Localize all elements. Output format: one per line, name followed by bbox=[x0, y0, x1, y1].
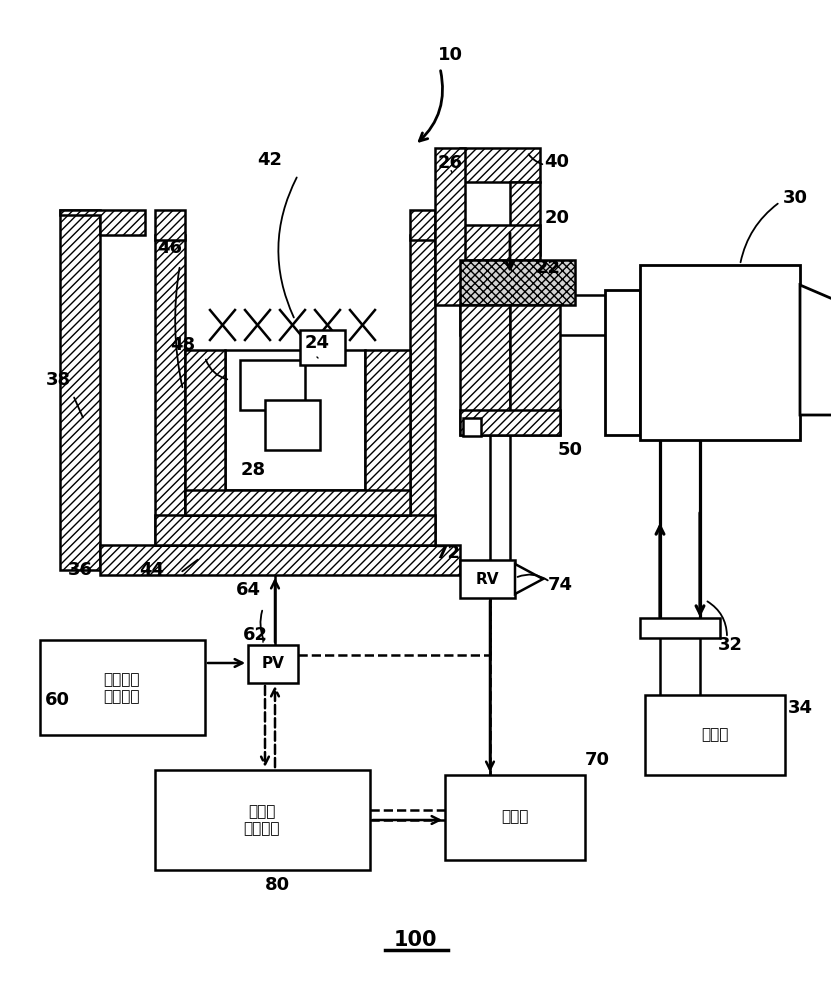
Text: 36: 36 bbox=[67, 561, 92, 579]
Text: 40: 40 bbox=[544, 153, 569, 171]
Bar bbox=[240, 360, 305, 410]
Text: 压缩机: 压缩机 bbox=[701, 728, 729, 742]
Text: 24: 24 bbox=[304, 334, 330, 352]
Polygon shape bbox=[510, 305, 560, 435]
Bar bbox=[460, 295, 635, 335]
Text: 42: 42 bbox=[258, 151, 283, 169]
Text: 72: 72 bbox=[435, 544, 460, 562]
Text: 净化气体
供给装置: 净化气体 供给装置 bbox=[104, 672, 140, 704]
Polygon shape bbox=[510, 182, 540, 255]
Text: 34: 34 bbox=[788, 699, 813, 717]
Bar bbox=[605, 290, 640, 435]
Polygon shape bbox=[460, 260, 575, 305]
Bar bbox=[248, 645, 298, 683]
Text: 10: 10 bbox=[437, 46, 463, 64]
Polygon shape bbox=[460, 410, 560, 435]
Text: 80: 80 bbox=[264, 876, 289, 894]
Polygon shape bbox=[185, 350, 225, 515]
Polygon shape bbox=[155, 235, 185, 545]
Text: 22: 22 bbox=[535, 259, 560, 277]
Text: 48: 48 bbox=[170, 336, 195, 354]
Text: 粗抽泵: 粗抽泵 bbox=[501, 810, 529, 824]
Bar bbox=[460, 560, 515, 598]
Text: 28: 28 bbox=[240, 461, 266, 479]
Text: 60: 60 bbox=[45, 691, 70, 709]
Text: 32: 32 bbox=[717, 636, 743, 654]
Bar bbox=[640, 265, 800, 440]
Text: 50: 50 bbox=[558, 441, 583, 459]
Text: 64: 64 bbox=[235, 581, 260, 599]
Text: 38: 38 bbox=[46, 371, 71, 389]
Text: RV: RV bbox=[476, 572, 499, 586]
Bar bbox=[225, 350, 365, 490]
Text: 30: 30 bbox=[783, 189, 808, 207]
Polygon shape bbox=[365, 350, 410, 515]
Polygon shape bbox=[800, 285, 831, 415]
Text: 20: 20 bbox=[544, 209, 569, 227]
Polygon shape bbox=[410, 210, 435, 240]
Polygon shape bbox=[410, 235, 435, 545]
Text: 62: 62 bbox=[243, 626, 268, 644]
Text: 70: 70 bbox=[584, 751, 609, 769]
Polygon shape bbox=[435, 148, 465, 305]
Text: 100: 100 bbox=[393, 930, 437, 950]
Text: 44: 44 bbox=[140, 561, 165, 579]
Polygon shape bbox=[60, 210, 100, 570]
Text: 46: 46 bbox=[158, 239, 183, 257]
Polygon shape bbox=[515, 564, 543, 594]
Text: PV: PV bbox=[262, 656, 284, 672]
Bar bbox=[155, 770, 370, 870]
Bar bbox=[463, 418, 481, 436]
Polygon shape bbox=[460, 225, 540, 260]
Bar bbox=[300, 330, 345, 365]
Text: 低温泵
控制装置: 低温泵 控制装置 bbox=[243, 804, 280, 836]
Polygon shape bbox=[60, 210, 145, 235]
Bar bbox=[40, 640, 205, 735]
Polygon shape bbox=[155, 515, 435, 545]
Bar bbox=[265, 400, 320, 450]
Polygon shape bbox=[185, 490, 410, 515]
Polygon shape bbox=[460, 305, 510, 435]
Text: 74: 74 bbox=[548, 576, 573, 594]
Polygon shape bbox=[460, 148, 540, 182]
Bar bbox=[445, 775, 585, 860]
Text: 26: 26 bbox=[437, 154, 463, 172]
Polygon shape bbox=[100, 545, 460, 575]
Polygon shape bbox=[155, 210, 185, 240]
Bar bbox=[640, 618, 720, 638]
Bar bbox=[645, 695, 785, 775]
